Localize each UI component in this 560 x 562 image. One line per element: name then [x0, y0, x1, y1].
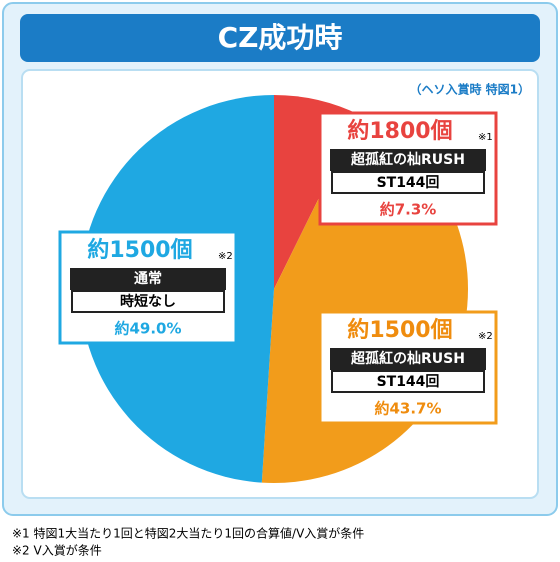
chart-title: CZ成功時 — [218, 21, 343, 54]
payout: 約1500個 — [87, 237, 192, 263]
value-label: 約49.0% — [114, 320, 181, 338]
detail-box — [71, 290, 225, 313]
detail-box — [331, 171, 485, 194]
title-bar — [20, 14, 540, 62]
detail: ST144回 — [377, 175, 440, 191]
mode: 通常 — [134, 270, 162, 287]
value-label: 約7.3% — [380, 201, 437, 219]
footnote: ※2 V入賞が条件 — [12, 543, 102, 558]
note: ※2 — [218, 251, 233, 262]
mode: 超孤紅の杣RUSH — [350, 151, 465, 168]
note: ※1 — [478, 132, 493, 143]
payout: 約1800個 — [347, 118, 452, 144]
mode-box — [330, 149, 486, 171]
footnote: ※1 特図1大当たり1回と特図2大当たり1回の合算値/V入賞が条件 — [12, 526, 364, 541]
mode-box — [330, 348, 486, 370]
subtitle: （ヘソ入賞時 特図1） — [409, 82, 530, 97]
mode: 超孤紅の杣RUSH — [350, 350, 465, 367]
detail-box — [331, 370, 485, 393]
mode-box — [70, 268, 226, 290]
detail: ST144回 — [377, 374, 440, 390]
payout: 約1500個 — [347, 317, 452, 343]
detail: 時短なし — [120, 293, 176, 310]
note: ※2 — [478, 331, 493, 342]
value-label: 約43.7% — [374, 400, 441, 418]
